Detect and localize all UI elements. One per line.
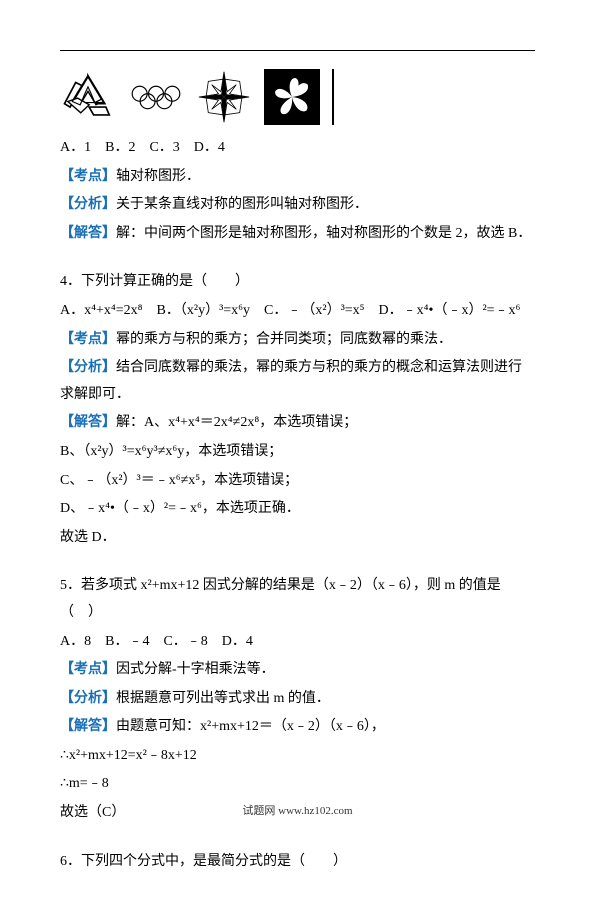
top-rule <box>60 50 535 51</box>
kaodian-label: 【考点】 <box>60 332 116 347</box>
q3-fenxi-text: 关于某条直线对称的图形叫轴对称图形． <box>116 197 368 212</box>
kaodian-label: 【考点】 <box>60 662 116 677</box>
q5-jieda-2: ∴x²+mx+12=x²﹣8x+12 <box>60 743 535 770</box>
jieda-label: 【解答】 <box>60 415 116 430</box>
q5-options: A．8 B．﹣4 C．﹣8 D．4 <box>60 629 535 656</box>
q5-jieda-1: 【解答】由题意可知：x²+mx+12＝（x﹣2）（x﹣6）， <box>60 714 535 741</box>
q4-jieda-c: C、﹣（x²）³＝﹣x⁶≠x⁵，本选项错误； <box>60 468 535 495</box>
q5-kaodian-text: 因式分解-十字相乘法等． <box>116 662 275 677</box>
q4-fenxi-text: 结合同底数幂的乘法，幂的乘方与积的乘方的概念和运算法则进行求解即可． <box>60 360 522 402</box>
q6-stem: 6．下列四个分式中，是最简分式的是（ ） <box>60 849 535 876</box>
q4-fenxi: 【分析】结合同底数幂的乘法，幂的乘方与积的乘方的概念和运算法则进行求解即可． <box>60 355 535 408</box>
q3-jieda: 【解答】解：中间两个图形是轴对称图形，轴对称图形的个数是 2，故选 B． <box>60 221 535 248</box>
q5-stem: 5．若多项式 x²+mx+12 因式分解的结果是（x﹣2）（x﹣6），则 m 的… <box>60 573 535 626</box>
olympic-rings-icon <box>128 69 184 125</box>
icons-border <box>332 69 334 125</box>
q3-kaodian: 【考点】轴对称图形． <box>60 164 535 191</box>
q5-fenxi: 【分析】根据題意可列出等式求出 m 的值． <box>60 686 535 713</box>
q5-kaodian: 【考点】因式分解-十字相乘法等． <box>60 657 535 684</box>
jieda-label: 【解答】 <box>60 719 116 734</box>
kaodian-label: 【考点】 <box>60 169 116 184</box>
recycle-triangle-icon <box>60 69 116 125</box>
q4-jieda-a: 【解答】解：A、x⁴+x⁴＝2x⁴≠2x⁸，本选项错误； <box>60 410 535 437</box>
q3-kaodian-text: 轴对称图形． <box>116 169 200 184</box>
q4-jieda-b: B、（x²y）³=x⁶y³≠x⁶y，本选项错误； <box>60 439 535 466</box>
q5-fenxi-text: 根据題意可列出等式求出 m 的值． <box>116 691 330 706</box>
q4-kaodian-text: 幂的乘方与积的乘方；合并同类项；同底数幂的乘法． <box>116 332 452 347</box>
fenxi-label: 【分析】 <box>60 691 116 706</box>
fenxi-label: 【分析】 <box>60 197 116 212</box>
footer: 试题网 www.hz102.com <box>0 801 595 822</box>
jieda-label: 【解答】 <box>60 226 116 241</box>
icons-row <box>60 69 535 125</box>
q3-jieda-text: 解：中间两个图形是轴对称图形，轴对称图形的个数是 2，故选 B． <box>116 226 531 241</box>
q4-stem: 4．下列计算正确的是（ ） <box>60 269 535 296</box>
bauhinia-flower-icon <box>264 69 320 125</box>
fenxi-label: 【分析】 <box>60 360 116 375</box>
q5-jieda-3: ∴m=﹣8 <box>60 771 535 798</box>
compass-star-icon <box>196 69 252 125</box>
q4-conclusion: 故选 D． <box>60 525 535 552</box>
q3-options: A．1 B．2 C．3 D．4 <box>60 135 535 162</box>
q3-fenxi: 【分析】关于某条直线对称的图形叫轴对称图形． <box>60 192 535 219</box>
q4-kaodian: 【考点】幂的乘方与积的乘方；合并同类项；同底数幂的乘法． <box>60 327 535 354</box>
q5-jieda-1-text: 由题意可知：x²+mx+12＝（x﹣2）（x﹣6）， <box>116 719 385 734</box>
q4-jieda-a-text: 解：A、x⁴+x⁴＝2x⁴≠2x⁸，本选项错误； <box>116 415 357 430</box>
q4-jieda-d: D、﹣x⁴•（﹣x）²=﹣x⁶，本选项正确． <box>60 496 535 523</box>
q4-options: A．x⁴+x⁴=2x⁸ B．（x²y）³=x⁶y C．﹣（x²）³=x⁵ D．﹣… <box>60 298 535 325</box>
